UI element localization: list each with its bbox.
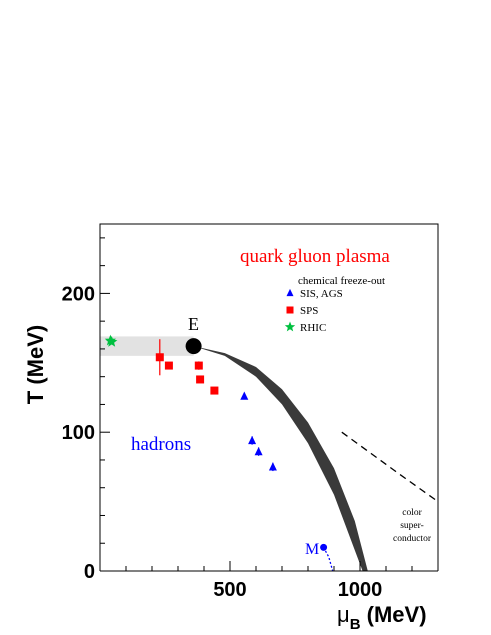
data-point [194, 361, 203, 370]
critical-point-label: E [188, 314, 199, 334]
data-point [106, 336, 118, 347]
y-tick-label: 200 [62, 283, 95, 305]
region-label-hadrons: hadrons [131, 434, 191, 455]
color-sc-label-3: conductor [393, 534, 432, 544]
plot-area: 0 100 200 500 1000 T (MeV) μB (MeV) SIS, AGS SPS… [23, 223, 439, 633]
series-sps [155, 339, 219, 395]
clipped-layer [100, 336, 438, 571]
legend: SIS, AGS SPS RHIC [284, 288, 343, 334]
data-point [155, 353, 164, 362]
text-layer: quark gluon plasma hadrons E M color sup… [131, 246, 432, 558]
x-axis-mu: μ [337, 602, 350, 627]
color-sc-label-1: color [402, 508, 422, 518]
data-point [210, 386, 219, 395]
x-axis-subscript: B [350, 616, 361, 633]
legend-label: RHIC [300, 322, 326, 334]
data-point [248, 435, 257, 445]
y-tick-label: 0 [84, 561, 95, 583]
data-point [196, 375, 205, 384]
nuclear-matter-marker [320, 543, 328, 551]
legend-marker [284, 321, 296, 332]
legend-marker [286, 288, 294, 297]
y-axis-title: T (MeV) [23, 325, 48, 404]
crossover-band [100, 336, 194, 356]
color-superconductor-boundary [341, 431, 438, 503]
legend-title: chemical freeze-out [298, 275, 385, 287]
series-rhic [104, 334, 118, 347]
legend-label: SPS [300, 305, 318, 317]
nuclear-matter-label: M [305, 541, 319, 558]
data-point [268, 462, 277, 471]
x-tick-label: 1000 [338, 579, 383, 601]
legend-marker [286, 306, 294, 314]
legend-label: SIS, AGS [300, 288, 343, 300]
data-point [164, 361, 173, 370]
critical-point-marker [185, 338, 202, 355]
color-sc-label-2: super- [400, 521, 424, 531]
series-sis-ags [240, 391, 277, 472]
region-label-qgp: quark gluon plasma [240, 246, 390, 267]
data-point [240, 391, 249, 400]
plot-frame [99, 223, 439, 571]
first-order-transition-band [193, 346, 368, 571]
data-point [254, 447, 263, 456]
nuclear-liquid-gas-line [323, 547, 334, 571]
y-tick-label: 100 [62, 422, 95, 444]
x-axis-title: μB (MeV) [337, 602, 427, 633]
x-axis-unit: (MeV) [361, 602, 427, 627]
x-tick-label: 500 [213, 579, 246, 601]
